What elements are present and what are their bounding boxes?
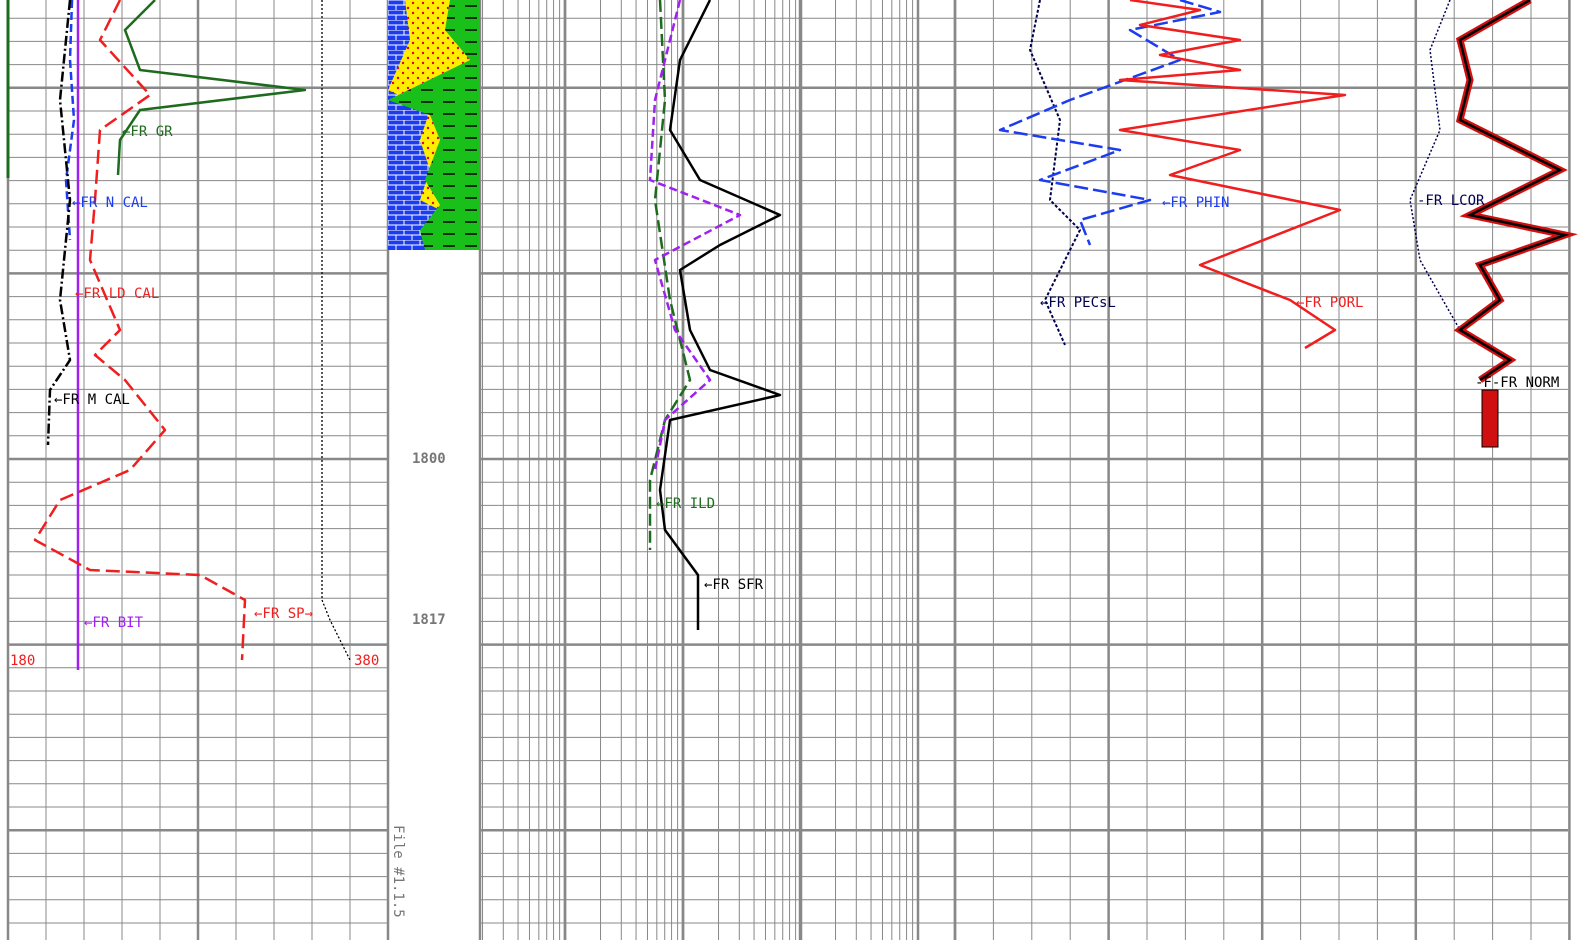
- curve-label: ←FR GR: [122, 124, 173, 140]
- curve-label: ←FR M CAL: [54, 392, 130, 408]
- curve-label: ←FR N CAL: [72, 195, 148, 211]
- well-log: ←FR GR ←FR N CAL ←FR LD CAL ←FR M CAL ←F…: [0, 0, 1591, 940]
- pecsl-curve: [1030, 0, 1080, 345]
- page: ←FR GR ←FR N CAL ←FR LD CAL ←FR M CAL ←F…: [0, 0, 1591, 940]
- file-label: File #1.1.5: [390, 825, 406, 918]
- lithology-column: [388, 0, 480, 250]
- curve-label: ←FR PHIN: [1162, 195, 1229, 211]
- labels: ←FR GR ←FR N CAL ←FR LD CAL ←FR M CAL ←F…: [10, 124, 1559, 918]
- curve-label: ←FR BIT: [84, 615, 144, 631]
- curve-label: -FR LCOR: [1417, 193, 1485, 209]
- mcal-curve: [48, 0, 70, 445]
- grid: [8, 0, 1569, 940]
- curve-label: ←FR PECsL: [1040, 295, 1116, 311]
- depth-label: 1817: [412, 612, 446, 628]
- curve-label: ←FR SP→: [254, 606, 313, 622]
- scale-label: 180: [10, 653, 35, 669]
- curve-label: ←FR PORL: [1296, 295, 1363, 311]
- depth-label: 1800: [412, 451, 446, 467]
- scale-label: 380: [354, 653, 379, 669]
- purple-curve: [650, 0, 740, 470]
- curve-label: ←FR ILD: [656, 496, 715, 512]
- curve-label: ←FR SFR: [704, 577, 764, 593]
- curve-label: -F-FR NORM: [1475, 375, 1559, 391]
- ldcal-curve: [35, 0, 245, 660]
- curve-label: ←FR LD CAL: [75, 286, 159, 302]
- norm-bar: [1482, 390, 1498, 447]
- norm-fill: [1460, 0, 1565, 380]
- lcor-curve: [1410, 0, 1460, 330]
- sp-curve: [322, 0, 350, 660]
